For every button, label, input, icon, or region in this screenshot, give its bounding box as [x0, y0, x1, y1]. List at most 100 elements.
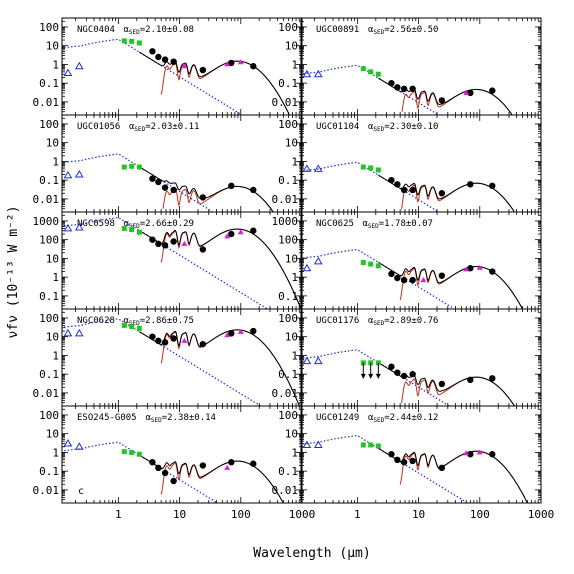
total-model-curve — [378, 174, 515, 212]
iras-point — [224, 464, 231, 470]
iras-point — [237, 59, 244, 65]
x-tick-label: 100 — [231, 508, 251, 521]
y-tick-label: 10 — [285, 137, 298, 150]
nir-point — [360, 164, 366, 170]
y-tick-label: 0.1 — [278, 290, 298, 303]
ir-point — [388, 270, 395, 278]
ir-point — [199, 194, 207, 201]
x-tick-label: 10 — [412, 508, 425, 521]
y-tick-label: 10 — [46, 137, 59, 150]
nir-point — [129, 323, 135, 329]
nir-point — [121, 164, 127, 170]
stellar-model-curve — [64, 441, 218, 504]
nir-point — [360, 66, 366, 72]
ir-point — [228, 330, 235, 337]
panel-ngc0628: 100 10 1 0.1 0.01 NGC0628 αSED=2.86±0.75 — [33, 308, 303, 407]
panel-galaxy-name: UGC00891 — [316, 25, 359, 35]
ir-point — [155, 240, 162, 248]
x-axis-label: Wavelength (μm) — [253, 546, 370, 561]
ir-point — [170, 335, 177, 342]
ir-point — [170, 477, 177, 485]
uv-point — [302, 164, 312, 172]
ir-point — [400, 85, 408, 93]
total-model-curve — [378, 261, 523, 309]
ir-point — [149, 333, 156, 340]
x-tick-label: 1 — [354, 508, 361, 521]
panel-ngc0404: 100 10 1 0.1 0.01 NGC0404 αSED=2.10±0.08 — [33, 17, 303, 116]
ir-point — [170, 186, 177, 194]
y-tick-label: 1 — [291, 271, 298, 284]
total-model-curve — [139, 228, 302, 309]
total-model-curve — [378, 447, 528, 503]
panel-galaxy-name: UGC01176 — [316, 316, 359, 326]
ir-point — [250, 186, 257, 194]
y-tick-label: 10 — [285, 428, 298, 441]
ir-point — [394, 456, 401, 464]
panel-ugc01176: 100 10 1 0.1 0.01 UGC01176 αSED=2.89±0.76 — [272, 308, 542, 407]
ir-point — [394, 84, 401, 91]
ir-point — [199, 66, 207, 74]
y-tick-label: 0.1 — [278, 77, 298, 90]
ir-point — [438, 190, 446, 197]
uv-point — [313, 256, 323, 265]
ir-point — [199, 340, 207, 348]
y-tick-label: 1 — [291, 155, 298, 168]
uv-point — [63, 328, 73, 337]
panel-alpha: αSED=2.56±0.50 — [368, 25, 438, 36]
y-tick-label: 0.01 — [33, 387, 60, 400]
nir-point — [121, 38, 127, 44]
iras-point — [463, 89, 470, 95]
y-tick-label: 1 — [291, 58, 298, 71]
iras-point — [224, 332, 231, 338]
panel-eso245-g005: 100 10 1 0.1 0.01 1 10 100 1000 ESO245-G005 αSED=2… — [33, 405, 316, 521]
iras-point — [476, 449, 483, 455]
ir-point — [489, 375, 496, 382]
iras-point — [476, 264, 483, 270]
ir-point — [489, 182, 496, 190]
ir-point — [467, 181, 474, 188]
nir-point — [136, 40, 142, 46]
y-tick-label: 1 — [52, 155, 59, 168]
y-tick-label: 1 — [52, 271, 59, 284]
ir-point — [161, 184, 169, 191]
uv-point — [313, 440, 323, 448]
x-tick-label: 10 — [173, 508, 186, 521]
upper-limit-arrowhead — [360, 373, 366, 379]
y-tick-label: 0.1 — [39, 290, 59, 303]
nir-point — [368, 165, 374, 171]
total-model-curve — [139, 51, 290, 115]
panel-galaxy-name: NGC0625 — [316, 219, 354, 229]
panel-alpha: αSED=2.44±0.12 — [368, 413, 438, 424]
panel-galaxy-name: UGC01056 — [77, 122, 120, 132]
nir-point — [129, 449, 135, 455]
ir-point — [388, 363, 395, 370]
uv-point — [74, 170, 84, 178]
x-tick-label: 100 — [470, 508, 490, 521]
ir-point — [438, 97, 446, 104]
y-tick-label: 0.1 — [39, 174, 59, 187]
y-tick-label: 100 — [278, 409, 298, 422]
uv-point — [63, 68, 73, 76]
ir-point — [250, 63, 257, 70]
panel-galaxy-name: NGC0404 — [77, 25, 115, 35]
total-model-curve — [139, 454, 284, 503]
ir-point — [467, 89, 474, 97]
iras-point — [237, 328, 244, 334]
ir-point — [149, 175, 156, 182]
total-model-curve — [139, 329, 300, 407]
upper-limit-arrowhead — [375, 373, 381, 379]
uv-point — [313, 356, 323, 365]
ir-point — [199, 246, 207, 253]
panel-alpha: αSED=2.86±0.75 — [124, 316, 194, 327]
ir-point — [438, 380, 446, 388]
panel-galaxy-name: NGC0628 — [77, 316, 115, 326]
x-tick-label: 1000 — [289, 508, 316, 521]
uv-point — [74, 61, 84, 70]
iras-point — [181, 337, 188, 343]
uv-point — [313, 164, 323, 172]
panel-ngc0598: 1000 100 10 1 0.1 NGC0598 αSED=2.66±0.29 — [33, 211, 303, 310]
panel-ugc00891: 100 10 1 0.1 0.01 UGC00891 αSED=2.56±0.50 — [272, 17, 542, 116]
iras-point — [224, 233, 231, 239]
